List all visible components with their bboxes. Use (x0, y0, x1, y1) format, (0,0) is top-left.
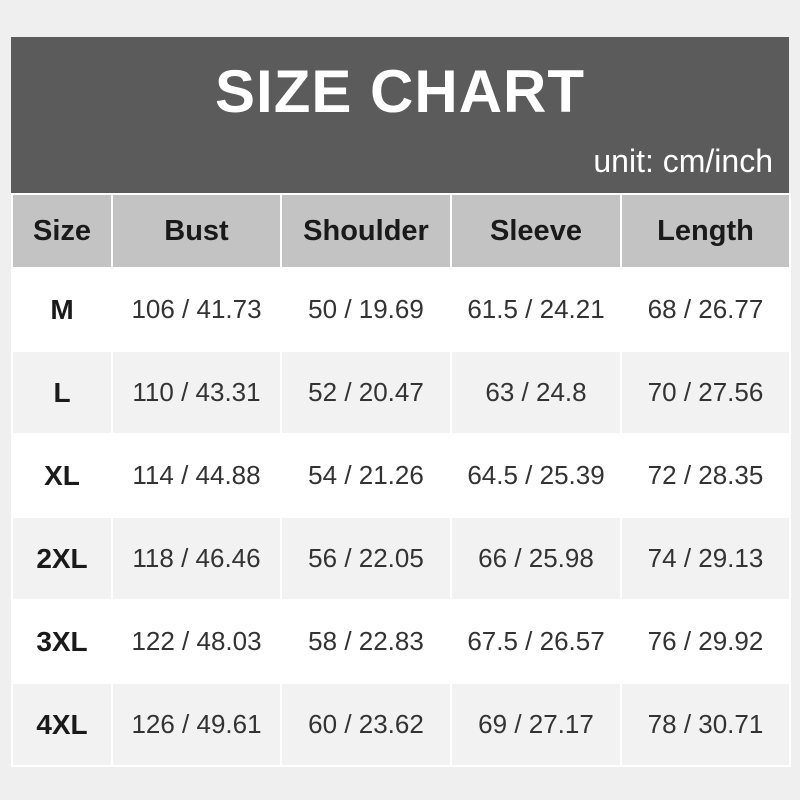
measurement-cell: 56 / 22.05 (280, 516, 452, 601)
measurement-cell: 70 / 27.56 (620, 350, 791, 435)
chart-title: SIZE CHART (215, 58, 585, 125)
table-row: 4XL 126 / 49.61 60 / 23.62 69 / 27.17 78 / 3… (11, 682, 791, 767)
header-row: Size Bust Shoulder Sleeve Length (11, 193, 791, 269)
measurement-cell: 72 / 28.35 (620, 433, 791, 518)
column-header-size: Size (11, 193, 113, 269)
table-row: 3XL 122 / 48.03 58 / 22.83 67.5 / 26.57 76 /… (11, 599, 791, 684)
size-chart: SIZE CHART unit: cm/inch Size Bust Shoulde… (11, 37, 791, 767)
measurement-cell: 68 / 26.77 (620, 267, 791, 352)
size-label: 3XL (11, 599, 113, 684)
measurement-cell: 122 / 48.03 (111, 599, 282, 684)
column-header-length: Length (620, 193, 791, 269)
measurement-cell: 52 / 20.47 (280, 350, 452, 435)
table-row: XL 114 / 44.88 54 / 21.26 64.5 / 25.39 72 / … (11, 433, 791, 518)
table-row: M 106 / 41.73 50 / 19.69 61.5 / 24.21 68 / 2… (11, 267, 791, 352)
measurement-cell: 76 / 29.92 (620, 599, 791, 684)
measurement-cell: 69 / 27.17 (450, 682, 622, 767)
unit-label: unit: cm/inch (593, 143, 773, 179)
measurement-cell: 63 / 24.8 (450, 350, 622, 435)
measurement-cell: 54 / 21.26 (280, 433, 452, 518)
size-label: M (11, 267, 113, 352)
size-label: 2XL (11, 516, 113, 601)
size-label: 4XL (11, 682, 113, 767)
title-banner: SIZE CHART unit: cm/inch (11, 37, 789, 193)
size-label: XL (11, 433, 113, 518)
measurement-cell: 67.5 / 26.57 (450, 599, 622, 684)
measurement-cell: 60 / 23.62 (280, 682, 452, 767)
measurement-cell: 50 / 19.69 (280, 267, 452, 352)
column-header-sleeve: Sleeve (450, 193, 622, 269)
measurement-cell: 74 / 29.13 (620, 516, 791, 601)
table-row: L 110 / 43.31 52 / 20.47 63 / 24.8 70 / 27.5… (11, 350, 791, 435)
measurement-cell: 114 / 44.88 (111, 433, 282, 518)
table-row: 2XL 118 / 46.46 56 / 22.05 66 / 25.98 74 / 2… (11, 516, 791, 601)
measurement-cell: 106 / 41.73 (111, 267, 282, 352)
measurement-cell: 118 / 46.46 (111, 516, 282, 601)
column-header-bust: Bust (111, 193, 282, 269)
measurement-cell: 110 / 43.31 (111, 350, 282, 435)
measurement-cell: 64.5 / 25.39 (450, 433, 622, 518)
measurement-cell: 78 / 30.71 (620, 682, 791, 767)
size-table: Size Bust Shoulder Sleeve Length M 106 / 41.7… (11, 193, 791, 767)
measurement-cell: 58 / 22.83 (280, 599, 452, 684)
column-header-shoulder: Shoulder (280, 193, 452, 269)
measurement-cell: 126 / 49.61 (111, 682, 282, 767)
measurement-cell: 61.5 / 24.21 (450, 267, 622, 352)
measurement-cell: 66 / 25.98 (450, 516, 622, 601)
size-label: L (11, 350, 113, 435)
